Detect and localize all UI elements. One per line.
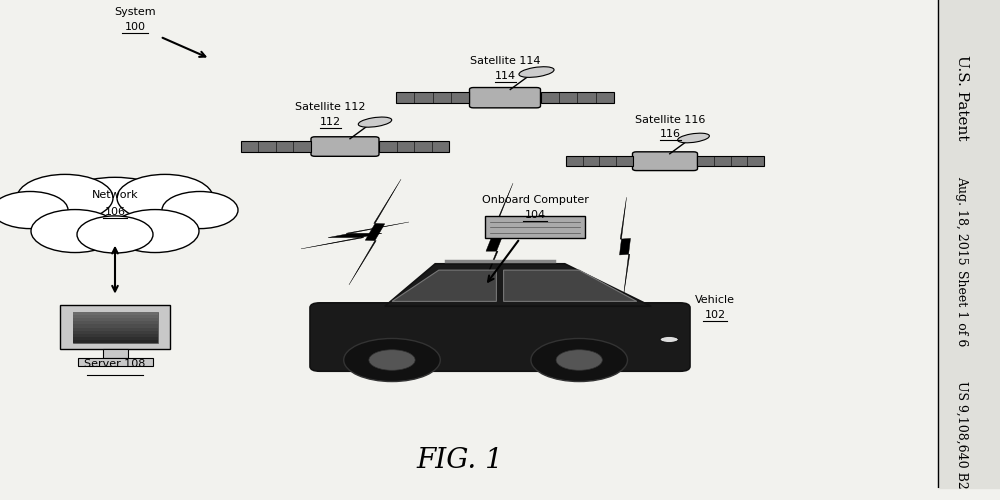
Ellipse shape — [660, 336, 678, 342]
Bar — [73, 334, 158, 337]
Polygon shape — [385, 264, 651, 306]
Circle shape — [17, 174, 113, 222]
Bar — [73, 312, 158, 315]
Ellipse shape — [358, 117, 392, 127]
Ellipse shape — [678, 133, 709, 143]
Text: Network: Network — [92, 190, 138, 200]
Text: 104: 104 — [524, 210, 546, 220]
Text: Sheet 1 of 6: Sheet 1 of 6 — [956, 270, 968, 346]
Bar — [396, 92, 469, 104]
Text: FIG. 1: FIG. 1 — [417, 447, 503, 474]
Text: Aug. 18, 2015: Aug. 18, 2015 — [956, 176, 968, 264]
Bar — [73, 328, 158, 330]
Bar — [73, 321, 158, 324]
Text: 112: 112 — [319, 117, 341, 127]
Ellipse shape — [531, 338, 628, 382]
Text: Onboard Computer: Onboard Computer — [482, 195, 588, 205]
Bar — [379, 141, 449, 152]
Bar — [566, 156, 633, 166]
Bar — [485, 216, 585, 238]
Bar — [73, 312, 158, 344]
Bar — [60, 306, 170, 350]
Bar — [241, 141, 311, 152]
Circle shape — [53, 178, 177, 238]
Text: 116: 116 — [660, 129, 680, 139]
Bar — [73, 318, 158, 321]
Circle shape — [111, 210, 199, 252]
Polygon shape — [349, 179, 401, 285]
Polygon shape — [301, 222, 409, 249]
Text: 100: 100 — [124, 22, 146, 32]
Bar — [697, 156, 764, 166]
Circle shape — [0, 192, 68, 228]
Text: System: System — [114, 7, 156, 17]
Text: 102: 102 — [704, 310, 726, 320]
Circle shape — [77, 216, 153, 253]
Circle shape — [162, 192, 238, 228]
Text: U.S. Patent: U.S. Patent — [955, 55, 969, 140]
Polygon shape — [620, 197, 630, 296]
Text: Server 108: Server 108 — [84, 359, 146, 369]
Text: Satellite 112: Satellite 112 — [295, 102, 365, 113]
FancyBboxPatch shape — [470, 88, 540, 108]
Bar — [938, 0, 1000, 488]
Bar — [541, 92, 614, 104]
Text: US 9,108,640 B2: US 9,108,640 B2 — [956, 381, 968, 488]
Bar — [73, 324, 158, 328]
Ellipse shape — [519, 66, 554, 78]
FancyBboxPatch shape — [310, 303, 690, 371]
Circle shape — [117, 174, 213, 222]
Text: 114: 114 — [494, 70, 516, 81]
Text: Satellite 114: Satellite 114 — [470, 56, 540, 66]
Bar — [73, 340, 158, 344]
Bar — [103, 350, 128, 358]
Bar — [73, 330, 158, 334]
Polygon shape — [477, 183, 513, 300]
FancyBboxPatch shape — [311, 137, 379, 156]
Text: Vehicle: Vehicle — [695, 296, 735, 306]
Bar — [73, 315, 158, 318]
Ellipse shape — [369, 350, 415, 370]
Polygon shape — [504, 270, 637, 302]
Text: 106: 106 — [104, 208, 126, 218]
Ellipse shape — [344, 338, 440, 382]
Text: Satellite 116: Satellite 116 — [635, 114, 705, 124]
Circle shape — [31, 210, 119, 252]
FancyBboxPatch shape — [633, 152, 698, 171]
Bar — [73, 337, 158, 340]
Bar — [78, 358, 153, 366]
Ellipse shape — [556, 350, 602, 370]
Polygon shape — [392, 270, 496, 302]
